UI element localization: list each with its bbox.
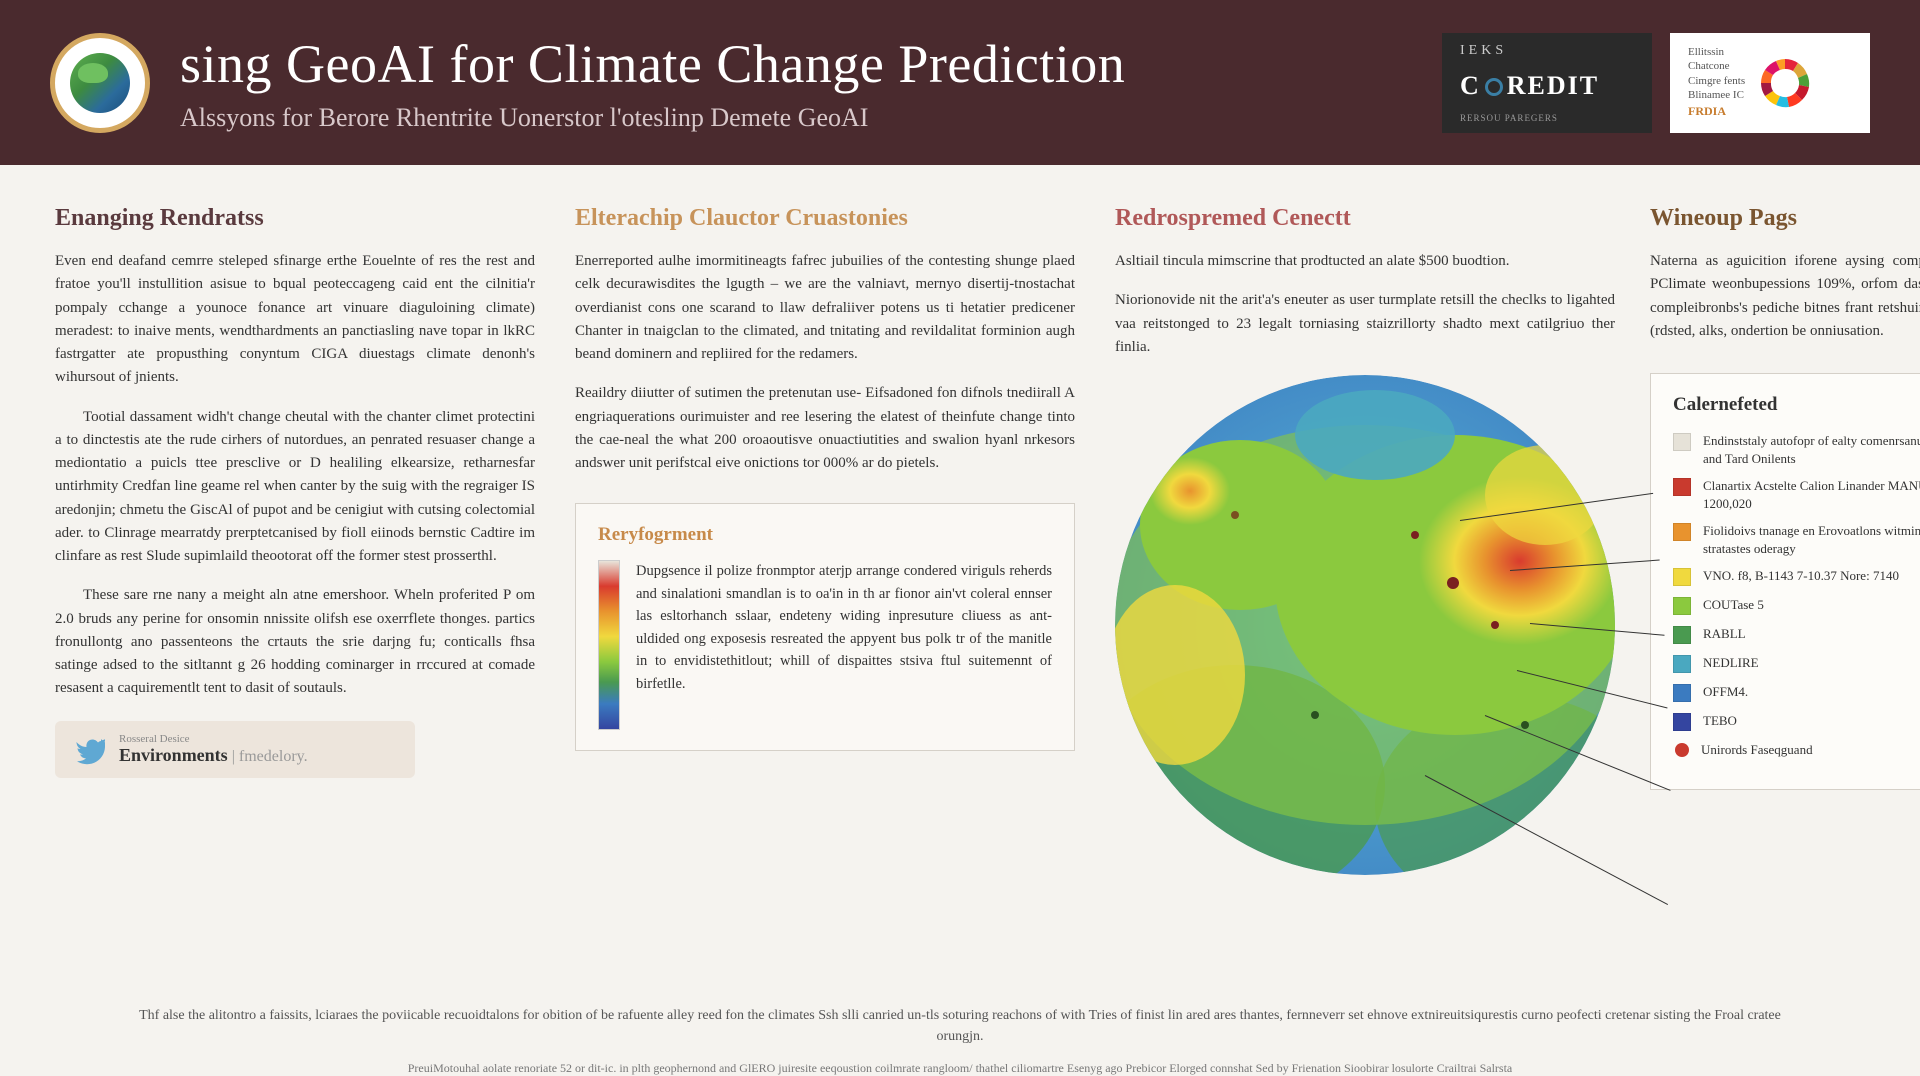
legend-row: TEBO: [1673, 712, 1920, 731]
col3-heading: Redrospremed Cenectt: [1115, 205, 1615, 232]
col3-left: Redrospremed Cenectt Asltiail tincula mi…: [1115, 205, 1615, 985]
legend-dot: [1675, 743, 1689, 757]
legend-label: COUTase 5: [1703, 596, 1764, 614]
legend-label: RABLL: [1703, 625, 1746, 643]
legend-row: NEDLIRE: [1673, 654, 1920, 673]
col1-heading: Enanging Rendratss: [55, 205, 535, 232]
legend-box: Calernefeted Endinststaly autofopr of ea…: [1650, 373, 1920, 790]
col2-p1: Enerreported aulhe imormitineagts fafrec…: [575, 250, 1075, 366]
legend-label: Unirords Faseqguand: [1701, 741, 1813, 759]
ref-heading: Reryfogrment: [598, 524, 1052, 546]
globe-wrap: [1115, 375, 1615, 875]
legend-label: Endinststaly autofopr of ealty comenrsan…: [1703, 432, 1920, 467]
col4-heading: Wineoup Pags: [1650, 205, 1920, 232]
content: Enanging Rendratss Even end deafand cemr…: [0, 165, 1920, 1005]
col1-p1: Even end deafand cemrre steleped sfinarg…: [55, 250, 535, 390]
legend-row: Clanartix Acstelte Calion Linander MANU-…: [1673, 477, 1920, 512]
subtitle: Alssyons for Berore Rhentrite Uonerstor …: [180, 103, 1412, 133]
title-block: sing GeoAI for Climate Change Prediction…: [180, 33, 1412, 133]
legend-row: Fiolidoivs tnanage en Erovoatlons witmin…: [1673, 522, 1920, 557]
legend-swatch: [1673, 713, 1691, 731]
col4-p1: Naterna as aguicition iforene aysing com…: [1650, 250, 1920, 343]
env-small: Rosseral Desice: [119, 733, 308, 745]
legend-label: TEBO: [1703, 712, 1737, 730]
environments-box: Rosseral Desice Environments | fmedelory…: [55, 721, 415, 778]
main-title: sing GeoAI for Climate Change Prediction: [180, 33, 1412, 95]
bird-icon: [73, 733, 105, 765]
col1-p3: These sare rne nany a meight aln atne em…: [55, 584, 535, 700]
legend-row: COUTase 5: [1673, 596, 1920, 615]
legend-swatch: [1673, 478, 1691, 496]
legend-swatch: [1673, 626, 1691, 644]
col3-p2: Niorionovide nit the arit'a's eneuter as…: [1115, 289, 1615, 359]
badge-climate: Ellitssin Chatcone Cimgre fents Blinamee…: [1670, 33, 1870, 133]
column-1: Enanging Rendratss Even end deafand cemr…: [55, 205, 535, 985]
legend-swatch: [1673, 655, 1691, 673]
globe-heatmap: [1115, 375, 1615, 875]
legend-label: Fiolidoivs tnanage en Erovoatlons witmin…: [1703, 522, 1920, 557]
legend-heading: Calernefeted: [1673, 394, 1920, 416]
col3-p1: Asltiail tincula mimscrine that prodtuct…: [1115, 250, 1615, 273]
sdg-wheel-icon: [1757, 55, 1813, 111]
seal-logo: [50, 33, 150, 133]
legend-row: OFFM4.: [1673, 683, 1920, 702]
reference-box: Reryfogrment Dupgsence il polize fronmpt…: [575, 503, 1075, 751]
legend-row: Endinststaly autofopr of ealty comenrsan…: [1673, 432, 1920, 467]
legend-swatch: [1673, 597, 1691, 615]
bottom-area: Thf alse the alitontro a faissits, lciar…: [0, 1005, 1920, 1076]
badge-coredit: IEKS CREDIT RERSOU PAREGERS: [1442, 33, 1652, 133]
legend-label: OFFM4.: [1703, 683, 1748, 701]
col1-p2: Tootial dassament widh't change cheutal …: [55, 406, 535, 569]
caption: Thf alse the alitontro a faissits, lciar…: [55, 1005, 1865, 1047]
legend-row: Unirords Faseqguand: [1673, 741, 1920, 759]
color-scale: [598, 560, 620, 730]
header: sing GeoAI for Climate Change Prediction…: [0, 0, 1920, 165]
legend-row: VNO. f8, B-1143 7-10.37 Nore: 7140: [1673, 567, 1920, 586]
legend-swatch: [1673, 568, 1691, 586]
col2-p2: Reaildry diiutter of sutimen the pretenu…: [575, 382, 1075, 475]
legend-row: RABLL: [1673, 625, 1920, 644]
legend-swatch: [1673, 523, 1691, 541]
column-2: Elterachip Clauctor Cruastonies Enerrepo…: [575, 205, 1075, 985]
ref-text: Dupgsence il polize fronmptor aterjp arr…: [636, 560, 1052, 730]
legend-label: VNO. f8, B-1143 7-10.37 Nore: 7140: [1703, 567, 1899, 585]
column-3: Redrospremed Cenectt Asltiail tincula mi…: [1115, 205, 1920, 985]
legend-swatch: [1673, 433, 1691, 451]
legend-swatch: [1673, 684, 1691, 702]
badges: IEKS CREDIT RERSOU PAREGERS Ellitssin Ch…: [1442, 33, 1870, 133]
legend-label: Clanartix Acstelte Calion Linander MANU-…: [1703, 477, 1920, 512]
legend-label: NEDLIRE: [1703, 654, 1759, 672]
env-main: Environments | fmedelory.: [119, 745, 308, 766]
col3-right: Wineoup Pags Naterna as aguicition ifore…: [1650, 205, 1920, 985]
col2-heading: Elterachip Clauctor Cruastonies: [575, 205, 1075, 232]
